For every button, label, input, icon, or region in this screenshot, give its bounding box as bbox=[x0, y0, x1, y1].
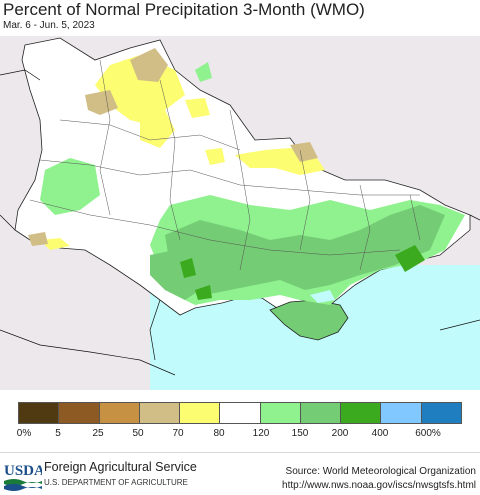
zone-light-green-west bbox=[40, 158, 100, 215]
legend-swatch bbox=[59, 403, 100, 423]
legend-swatch bbox=[381, 403, 422, 423]
legend-swatch bbox=[180, 403, 221, 423]
legend-tick: 400 bbox=[371, 428, 389, 439]
zone-yellow-center bbox=[205, 148, 225, 165]
zone-tan-north bbox=[130, 48, 168, 82]
zone-tan-northeast bbox=[290, 142, 318, 162]
crimea bbox=[269, 299, 349, 341]
legend-swatch bbox=[341, 403, 382, 423]
legend-swatch bbox=[421, 403, 461, 423]
zone-tan-northwest bbox=[85, 90, 118, 115]
precipitation-map bbox=[0, 36, 480, 390]
source-credit: Source: World Meteorological Organizatio… bbox=[285, 466, 476, 477]
department-name: U.S. DEPARTMENT OF AGRICULTURE bbox=[44, 478, 188, 487]
legend-swatch bbox=[19, 403, 60, 423]
legend-tick: 70 bbox=[172, 428, 184, 439]
legend-tick: 5 bbox=[55, 428, 61, 439]
date-range: Mar. 6 - Jun. 5, 2023 bbox=[3, 20, 95, 31]
oblast-borders bbox=[29, 59, 421, 271]
agency-name: Foreign Agricultural Service bbox=[44, 460, 197, 474]
legend-ticks: 0% 5 25 50 70 80 120 150 200 400 600% bbox=[0, 428, 480, 442]
legend-tick: 600% bbox=[415, 428, 441, 439]
legend-swatch bbox=[139, 403, 181, 423]
legend-swatch bbox=[260, 403, 301, 423]
legend-tick: 80 bbox=[213, 428, 225, 439]
legend-tick: 120 bbox=[252, 428, 270, 439]
color-legend bbox=[18, 402, 462, 424]
legend-tick: 50 bbox=[132, 428, 144, 439]
legend-tick: 200 bbox=[331, 428, 349, 439]
legend-swatch bbox=[99, 403, 140, 423]
zone-dark-green-2 bbox=[180, 258, 196, 278]
legend-swatch bbox=[220, 403, 261, 423]
zone-tan-west bbox=[28, 232, 48, 246]
zone-green-south bbox=[165, 205, 445, 295]
source-url[interactable]: http://www.nws.noaa.gov/iscs/nwsgtsfs.ht… bbox=[282, 480, 476, 491]
usda-logo-text: USDA bbox=[4, 463, 42, 479]
azov-inlet bbox=[310, 290, 335, 303]
legend-tick: 0% bbox=[16, 428, 32, 439]
zone-dark-green-1 bbox=[395, 245, 425, 272]
usda-logo: USDA bbox=[4, 463, 42, 491]
zone-yellow-north-3 bbox=[185, 98, 210, 118]
footer-divider bbox=[0, 452, 480, 453]
legend-tick: 25 bbox=[92, 428, 104, 439]
zone-dark-green-3 bbox=[195, 285, 212, 300]
country-borders bbox=[0, 69, 480, 376]
zone-yellow-west bbox=[40, 238, 70, 250]
legend-swatch bbox=[300, 403, 342, 423]
zone-light-green-north bbox=[195, 62, 212, 82]
map-title: Percent of Normal Precipitation 3-Month … bbox=[3, 0, 365, 19]
legend-tick: 150 bbox=[291, 428, 309, 439]
